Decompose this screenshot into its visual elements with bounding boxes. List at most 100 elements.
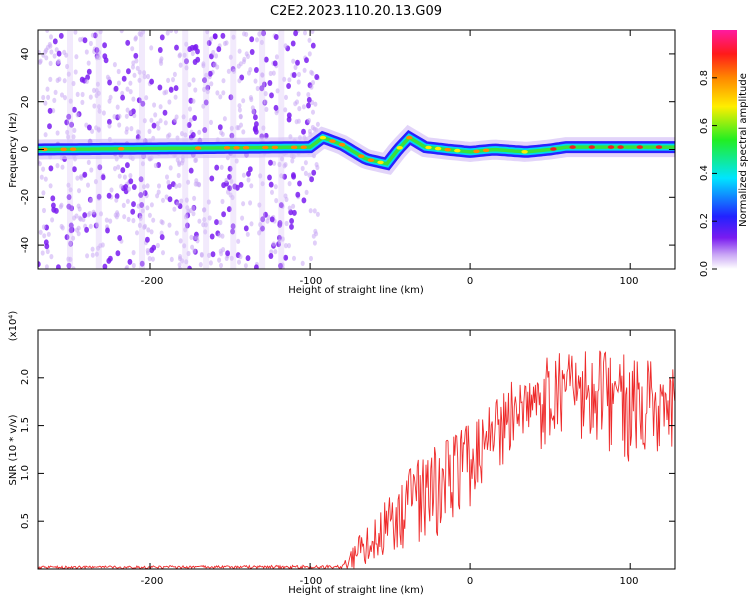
noise-speck	[167, 196, 173, 203]
noise-speck	[248, 67, 253, 73]
noise-speck	[301, 128, 306, 135]
noise-speck	[131, 250, 136, 256]
ridge-hotspot	[41, 147, 48, 152]
noise-speck	[125, 68, 131, 75]
snr-frame	[37, 329, 676, 570]
noise-speck	[287, 243, 291, 249]
noise-speck	[219, 130, 224, 136]
noise-speck	[294, 119, 299, 125]
noise-speck	[164, 89, 169, 95]
noise-speck	[300, 260, 305, 266]
noise-speck	[143, 223, 147, 229]
noise-speck	[186, 179, 191, 185]
noise-speck	[69, 205, 74, 212]
noise-speck	[106, 257, 112, 264]
noise-speck	[145, 236, 150, 243]
noise-speck	[199, 252, 204, 258]
noise-speck	[95, 222, 100, 228]
noise-speck	[155, 193, 160, 199]
colorbar-gradient	[712, 30, 737, 269]
noise-speck	[268, 159, 273, 166]
noise-speck	[48, 76, 53, 82]
noise-speck	[167, 183, 172, 190]
noise-speck	[229, 178, 234, 184]
noise-speck	[291, 203, 296, 209]
noise-speck	[215, 90, 220, 96]
noise-speck	[301, 104, 306, 110]
noise-speck	[160, 220, 165, 226]
noise-speck	[165, 30, 170, 36]
noise-speck	[273, 104, 279, 111]
noise-speck	[132, 72, 137, 78]
noise-speck	[167, 99, 172, 105]
noise-speck	[179, 198, 184, 204]
top-x-tick-label: -100	[300, 276, 323, 287]
noise-speck	[242, 56, 247, 63]
noise-speck	[94, 251, 99, 257]
noise-speck	[307, 118, 311, 124]
noise-speck	[90, 246, 95, 252]
noise-speck	[232, 68, 236, 74]
noise-speck	[190, 244, 195, 250]
noise-speck	[63, 95, 67, 101]
noise-speck	[128, 110, 133, 116]
noise-speck	[315, 211, 320, 217]
noise-speck	[174, 30, 179, 34]
noise-speck	[307, 37, 312, 43]
noise-speck	[45, 248, 50, 255]
noise-speck	[275, 88, 280, 94]
noise-speck	[157, 47, 163, 53]
noise-speck	[125, 162, 130, 169]
noise-speck	[178, 52, 183, 58]
noise-speck	[130, 46, 135, 52]
noise-speck	[304, 189, 309, 195]
noise-speck	[312, 240, 317, 246]
noise-speck	[191, 211, 196, 217]
noise-speck	[205, 84, 211, 91]
noise-speck	[237, 48, 242, 54]
noise-speck	[104, 217, 109, 223]
noise-speck	[46, 94, 51, 100]
noise-speck	[309, 84, 314, 90]
noise-speck	[284, 94, 288, 100]
noise-speck	[69, 121, 74, 128]
noise-speck	[284, 196, 289, 203]
noise-speck	[241, 129, 246, 135]
noise-speck	[312, 126, 317, 132]
ridge-hotspot	[290, 145, 298, 150]
noise-speck	[289, 223, 294, 230]
noise-speck	[147, 128, 152, 134]
noise-speck	[309, 176, 314, 183]
noise-speck	[100, 174, 106, 181]
noise-speck	[237, 107, 242, 113]
noise-speck	[211, 49, 216, 56]
noise-speck	[174, 114, 179, 120]
noise-speck	[153, 162, 158, 169]
noise-speck	[71, 80, 76, 87]
noise-speck	[254, 264, 259, 269]
noise-speck	[310, 42, 316, 49]
noise-speck	[151, 244, 157, 251]
ridge-hotspot	[655, 145, 663, 149]
noise-speck	[82, 212, 88, 219]
noise-speck	[231, 34, 236, 40]
noise-speck	[62, 78, 67, 84]
noise-speck	[90, 252, 95, 258]
noise-speck	[235, 125, 240, 131]
noise-speck	[173, 94, 178, 100]
noise-speck	[87, 124, 92, 131]
noise-speck	[304, 57, 309, 64]
noise-speck	[221, 78, 226, 84]
noise-speck	[149, 117, 154, 123]
noise-speck	[280, 236, 285, 242]
noise-speck	[97, 164, 103, 171]
noise-speck	[283, 243, 288, 249]
noise-speck	[64, 234, 70, 241]
noise-speck	[246, 177, 251, 183]
noise-speck	[255, 37, 259, 43]
noise-speck	[159, 34, 165, 41]
noise-speck	[112, 62, 117, 68]
noise-speck	[131, 262, 136, 269]
noise-speck	[114, 193, 120, 200]
noise-speck	[224, 255, 229, 261]
